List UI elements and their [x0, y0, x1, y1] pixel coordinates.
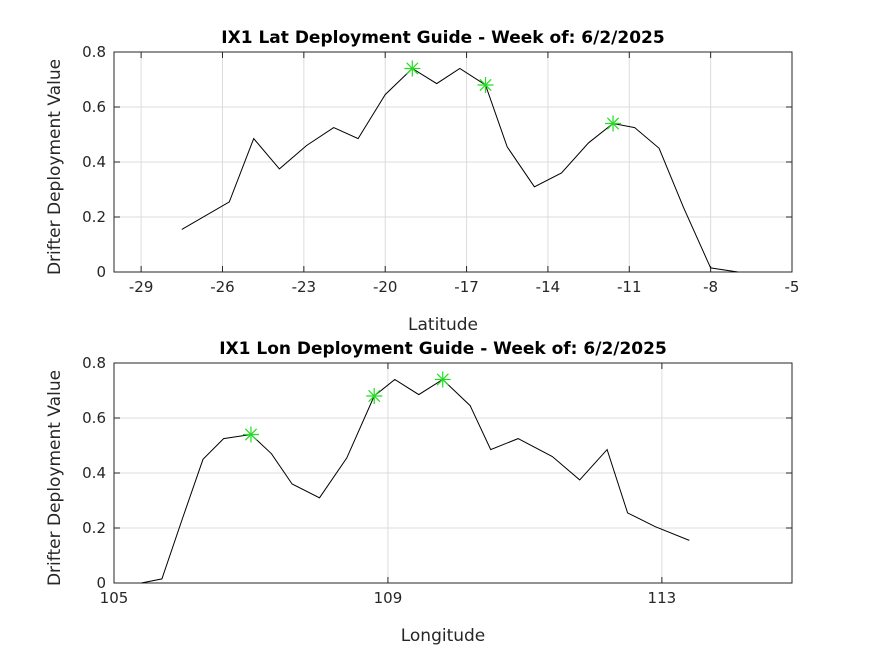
x-tick-label: -14 — [536, 278, 561, 296]
y-tick-label: 0.2 — [82, 208, 106, 226]
y-axis-label: Drifter Deployment Value — [45, 59, 65, 275]
series-line — [141, 378, 690, 584]
y-tick-label: 0.4 — [82, 153, 106, 171]
x-tick-label: -11 — [617, 278, 642, 296]
star-marker — [605, 115, 622, 132]
x-axis-label: Latitude — [408, 315, 478, 335]
x-tick-label: -17 — [454, 278, 479, 296]
chart-title: IX1 Lon Deployment Guide - Week of: 6/2/… — [219, 339, 667, 359]
star-marker — [477, 77, 494, 93]
star-marker — [242, 426, 259, 443]
series-line — [181, 67, 738, 273]
y-tick-label: 0.4 — [82, 464, 106, 482]
star-marker — [404, 60, 421, 77]
x-tick-label: -5 — [785, 278, 800, 296]
y-tick-label: 0 — [96, 574, 106, 592]
y-tick-label: 0.6 — [82, 98, 106, 116]
x-tick-label: -23 — [292, 278, 317, 296]
y-tick-label: 0.2 — [82, 519, 106, 537]
lat-plot: -29 -26 -23 -20 -17 -14 -11 -8 -5 0 0.2 0.4 0.6 0.8 IX… — [45, 28, 799, 335]
star-marker — [434, 371, 451, 388]
x-tick-label: -29 — [129, 278, 154, 296]
y-tick-label: 0 — [96, 263, 106, 281]
lon-plot: 105 109 113 0 0.2 0.4 0.6 0.8 IX1 Lon Deployment… — [45, 339, 793, 646]
x-tick-label: -26 — [210, 278, 235, 296]
x-tick-label: 113 — [648, 589, 677, 607]
y-axis-label: Drifter Deployment Value — [45, 370, 65, 586]
x-axis-label: Longitude — [401, 626, 486, 646]
x-tick-label: -8 — [703, 278, 718, 296]
y-tick-label: 0.8 — [82, 354, 106, 372]
x-tick-label: -20 — [373, 278, 398, 296]
star-marker — [366, 388, 383, 404]
y-tick-label: 0.8 — [82, 43, 106, 61]
x-tick-label: 105 — [100, 589, 129, 607]
x-tick-label: 109 — [374, 589, 403, 607]
chart-title: IX1 Lat Deployment Guide - Week of: 6/2/… — [221, 28, 664, 48]
y-tick-label: 0.6 — [82, 409, 106, 427]
